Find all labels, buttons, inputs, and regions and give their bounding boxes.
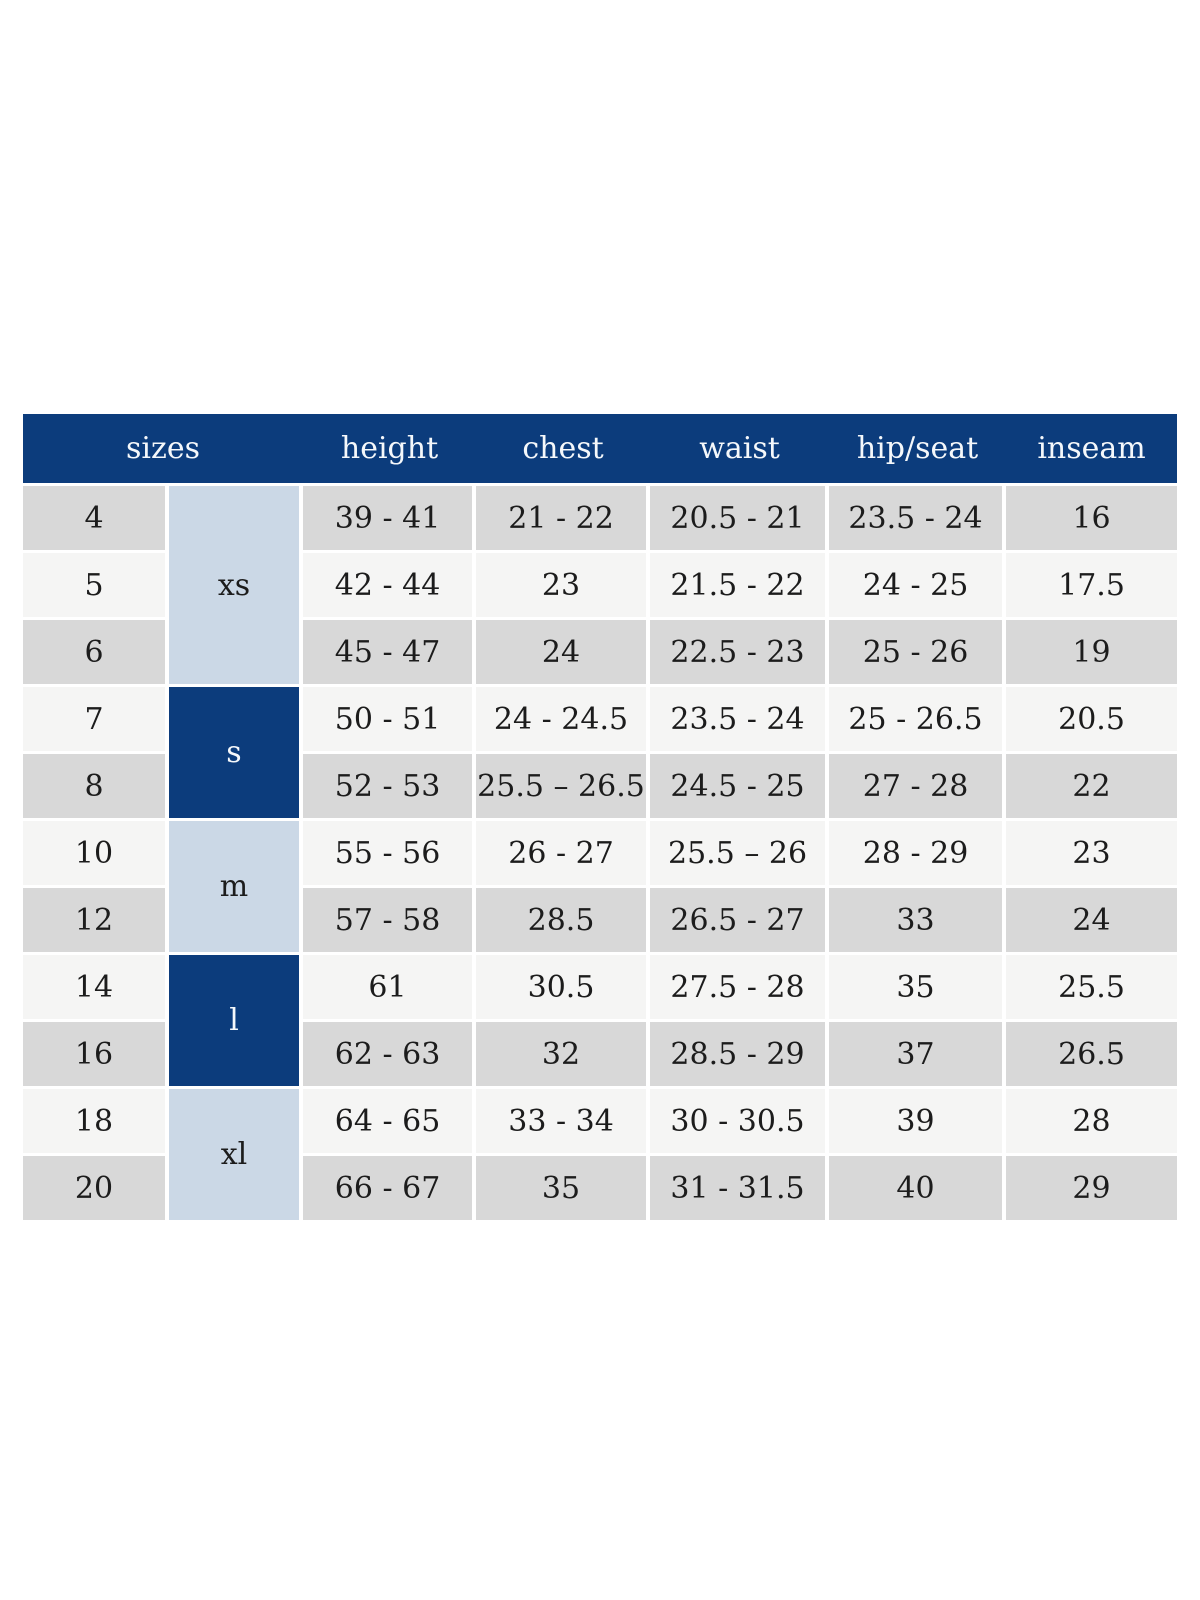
size-number-cell: 7 — [23, 687, 169, 754]
size-number-cell: 10 — [23, 821, 169, 888]
size-number-cell: 12 — [23, 888, 169, 955]
hip-seat-cell: 39 — [829, 1089, 1007, 1156]
header-waist: waist — [650, 414, 830, 486]
size-row-18: 18 xl 64 - 65 33 - 34 30 - 30.5 39 28 — [23, 1089, 1178, 1223]
size-row-16: 16 62 - 63 32 28.5 - 29 37 26.5 — [23, 1022, 1178, 1089]
height-cell: 64 - 65 — [303, 1089, 477, 1156]
chest-cell: 28.5 — [476, 888, 651, 955]
height-cell: 62 - 63 — [303, 1022, 477, 1089]
inseam-cell: 29 — [1006, 1156, 1178, 1223]
hip-seat-cell: 24 - 25 — [829, 553, 1007, 620]
size-group-cell-s: s — [169, 687, 304, 821]
size-group-cell-xl: xl — [169, 1089, 304, 1223]
inseam-cell: 22 — [1006, 754, 1178, 821]
size-row-4: 4 xs 39 - 41 21 - 22 20.5 - 21 23.5 - 24 16 — [23, 486, 1178, 687]
size-number-cell: 6 — [23, 620, 169, 687]
waist-cell: 28.5 - 29 — [650, 1022, 830, 1089]
height-cell: 55 - 56 — [303, 821, 477, 888]
hip-seat-cell: 33 — [829, 888, 1007, 955]
hip-seat-cell: 40 — [829, 1156, 1007, 1223]
chest-cell: 21 - 22 — [476, 486, 651, 553]
chest-cell: 26 - 27 — [476, 821, 651, 888]
size-row-5: 5 42 - 44 23 21.5 - 22 24 - 25 17.5 — [23, 553, 1178, 620]
height-cell: 45 - 47 — [303, 620, 477, 687]
size-group-cell-m: m — [169, 821, 304, 955]
header-chest: chest — [476, 414, 651, 486]
size-number-cell: 20 — [23, 1156, 169, 1223]
waist-cell: 25.5 – 26 — [650, 821, 830, 888]
size-row-12: 12 57 - 58 28.5 26.5 - 27 33 24 — [23, 888, 1178, 955]
height-cell: 52 - 53 — [303, 754, 477, 821]
size-number-cell: 5 — [23, 553, 169, 620]
size-number-cell: 4 — [23, 486, 169, 553]
size-chart-body: 4 xs 39 - 41 21 - 22 20.5 - 21 23.5 - 24 16 5 42… — [23, 486, 1178, 1223]
inseam-cell: 25.5 — [1006, 955, 1178, 1022]
waist-cell: 27.5 - 28 — [650, 955, 830, 1022]
hip-seat-cell: 23.5 - 24 — [829, 486, 1007, 553]
size-group-cell-xs: xs — [169, 486, 304, 687]
hip-seat-cell: 37 — [829, 1022, 1007, 1089]
size-row-7: 7 s 50 - 51 24 - 24.5 23.5 - 24 25 - 26.5 20.5 — [23, 687, 1178, 821]
header-inseam: inseam — [1006, 414, 1178, 486]
hip-seat-cell: 27 - 28 — [829, 754, 1007, 821]
chest-cell: 33 - 34 — [476, 1089, 651, 1156]
size-row-6: 6 45 - 47 24 22.5 - 23 25 - 26 19 — [23, 620, 1178, 687]
waist-cell: 24.5 - 25 — [650, 754, 830, 821]
chest-cell: 23 — [476, 553, 651, 620]
inseam-cell: 17.5 — [1006, 553, 1178, 620]
chest-cell: 24 — [476, 620, 651, 687]
hip-seat-cell: 25 - 26 — [829, 620, 1007, 687]
inseam-cell: 28 — [1006, 1089, 1178, 1156]
inseam-cell: 20.5 — [1006, 687, 1178, 754]
inseam-cell: 23 — [1006, 821, 1178, 888]
size-number-cell: 8 — [23, 754, 169, 821]
height-cell: 39 - 41 — [303, 486, 477, 553]
chest-cell: 35 — [476, 1156, 651, 1223]
waist-cell: 30 - 30.5 — [650, 1089, 830, 1156]
chest-cell: 32 — [476, 1022, 651, 1089]
inseam-cell: 19 — [1006, 620, 1178, 687]
inseam-cell: 24 — [1006, 888, 1178, 955]
size-number-cell: 14 — [23, 955, 169, 1022]
size-chart-table: sizes height chest waist hip/seat inseam… — [23, 414, 1178, 1223]
size-row-20: 20 66 - 67 35 31 - 31.5 40 29 — [23, 1156, 1178, 1223]
waist-cell: 21.5 - 22 — [650, 553, 830, 620]
header-height: height — [303, 414, 477, 486]
header-hip-seat: hip/seat — [829, 414, 1007, 486]
size-group-cell-l: l — [169, 955, 304, 1089]
waist-cell: 26.5 - 27 — [650, 888, 830, 955]
size-row-14: 14 l 61 30.5 27.5 - 28 35 25.5 — [23, 955, 1178, 1089]
inseam-cell: 16 — [1006, 486, 1178, 553]
header-row: sizes height chest waist hip/seat inseam — [23, 414, 1178, 486]
waist-cell: 20.5 - 21 — [650, 486, 830, 553]
inseam-cell: 26.5 — [1006, 1022, 1178, 1089]
height-cell: 66 - 67 — [303, 1156, 477, 1223]
chest-cell: 25.5 – 26.5 — [476, 754, 651, 821]
height-cell: 50 - 51 — [303, 687, 477, 754]
size-number-cell: 16 — [23, 1022, 169, 1089]
height-cell: 42 - 44 — [303, 553, 477, 620]
height-cell: 61 — [303, 955, 477, 1022]
size-row-8: 8 52 - 53 25.5 – 26.5 24.5 - 25 27 - 28 22 — [23, 754, 1178, 821]
hip-seat-cell: 35 — [829, 955, 1007, 1022]
size-number-cell: 18 — [23, 1089, 169, 1156]
chest-cell: 30.5 — [476, 955, 651, 1022]
chest-cell: 24 - 24.5 — [476, 687, 651, 754]
size-chart-header: sizes height chest waist hip/seat inseam — [23, 414, 1178, 486]
height-cell: 57 - 58 — [303, 888, 477, 955]
waist-cell: 31 - 31.5 — [650, 1156, 830, 1223]
waist-cell: 23.5 - 24 — [650, 687, 830, 754]
size-row-10: 10 m 55 - 56 26 - 27 25.5 – 26 28 - 29 23 — [23, 821, 1178, 955]
waist-cell: 22.5 - 23 — [650, 620, 830, 687]
hip-seat-cell: 25 - 26.5 — [829, 687, 1007, 754]
hip-seat-cell: 28 - 29 — [829, 821, 1007, 888]
header-sizes: sizes — [23, 414, 304, 486]
size-chart: sizes height chest waist hip/seat inseam… — [23, 414, 1178, 1223]
